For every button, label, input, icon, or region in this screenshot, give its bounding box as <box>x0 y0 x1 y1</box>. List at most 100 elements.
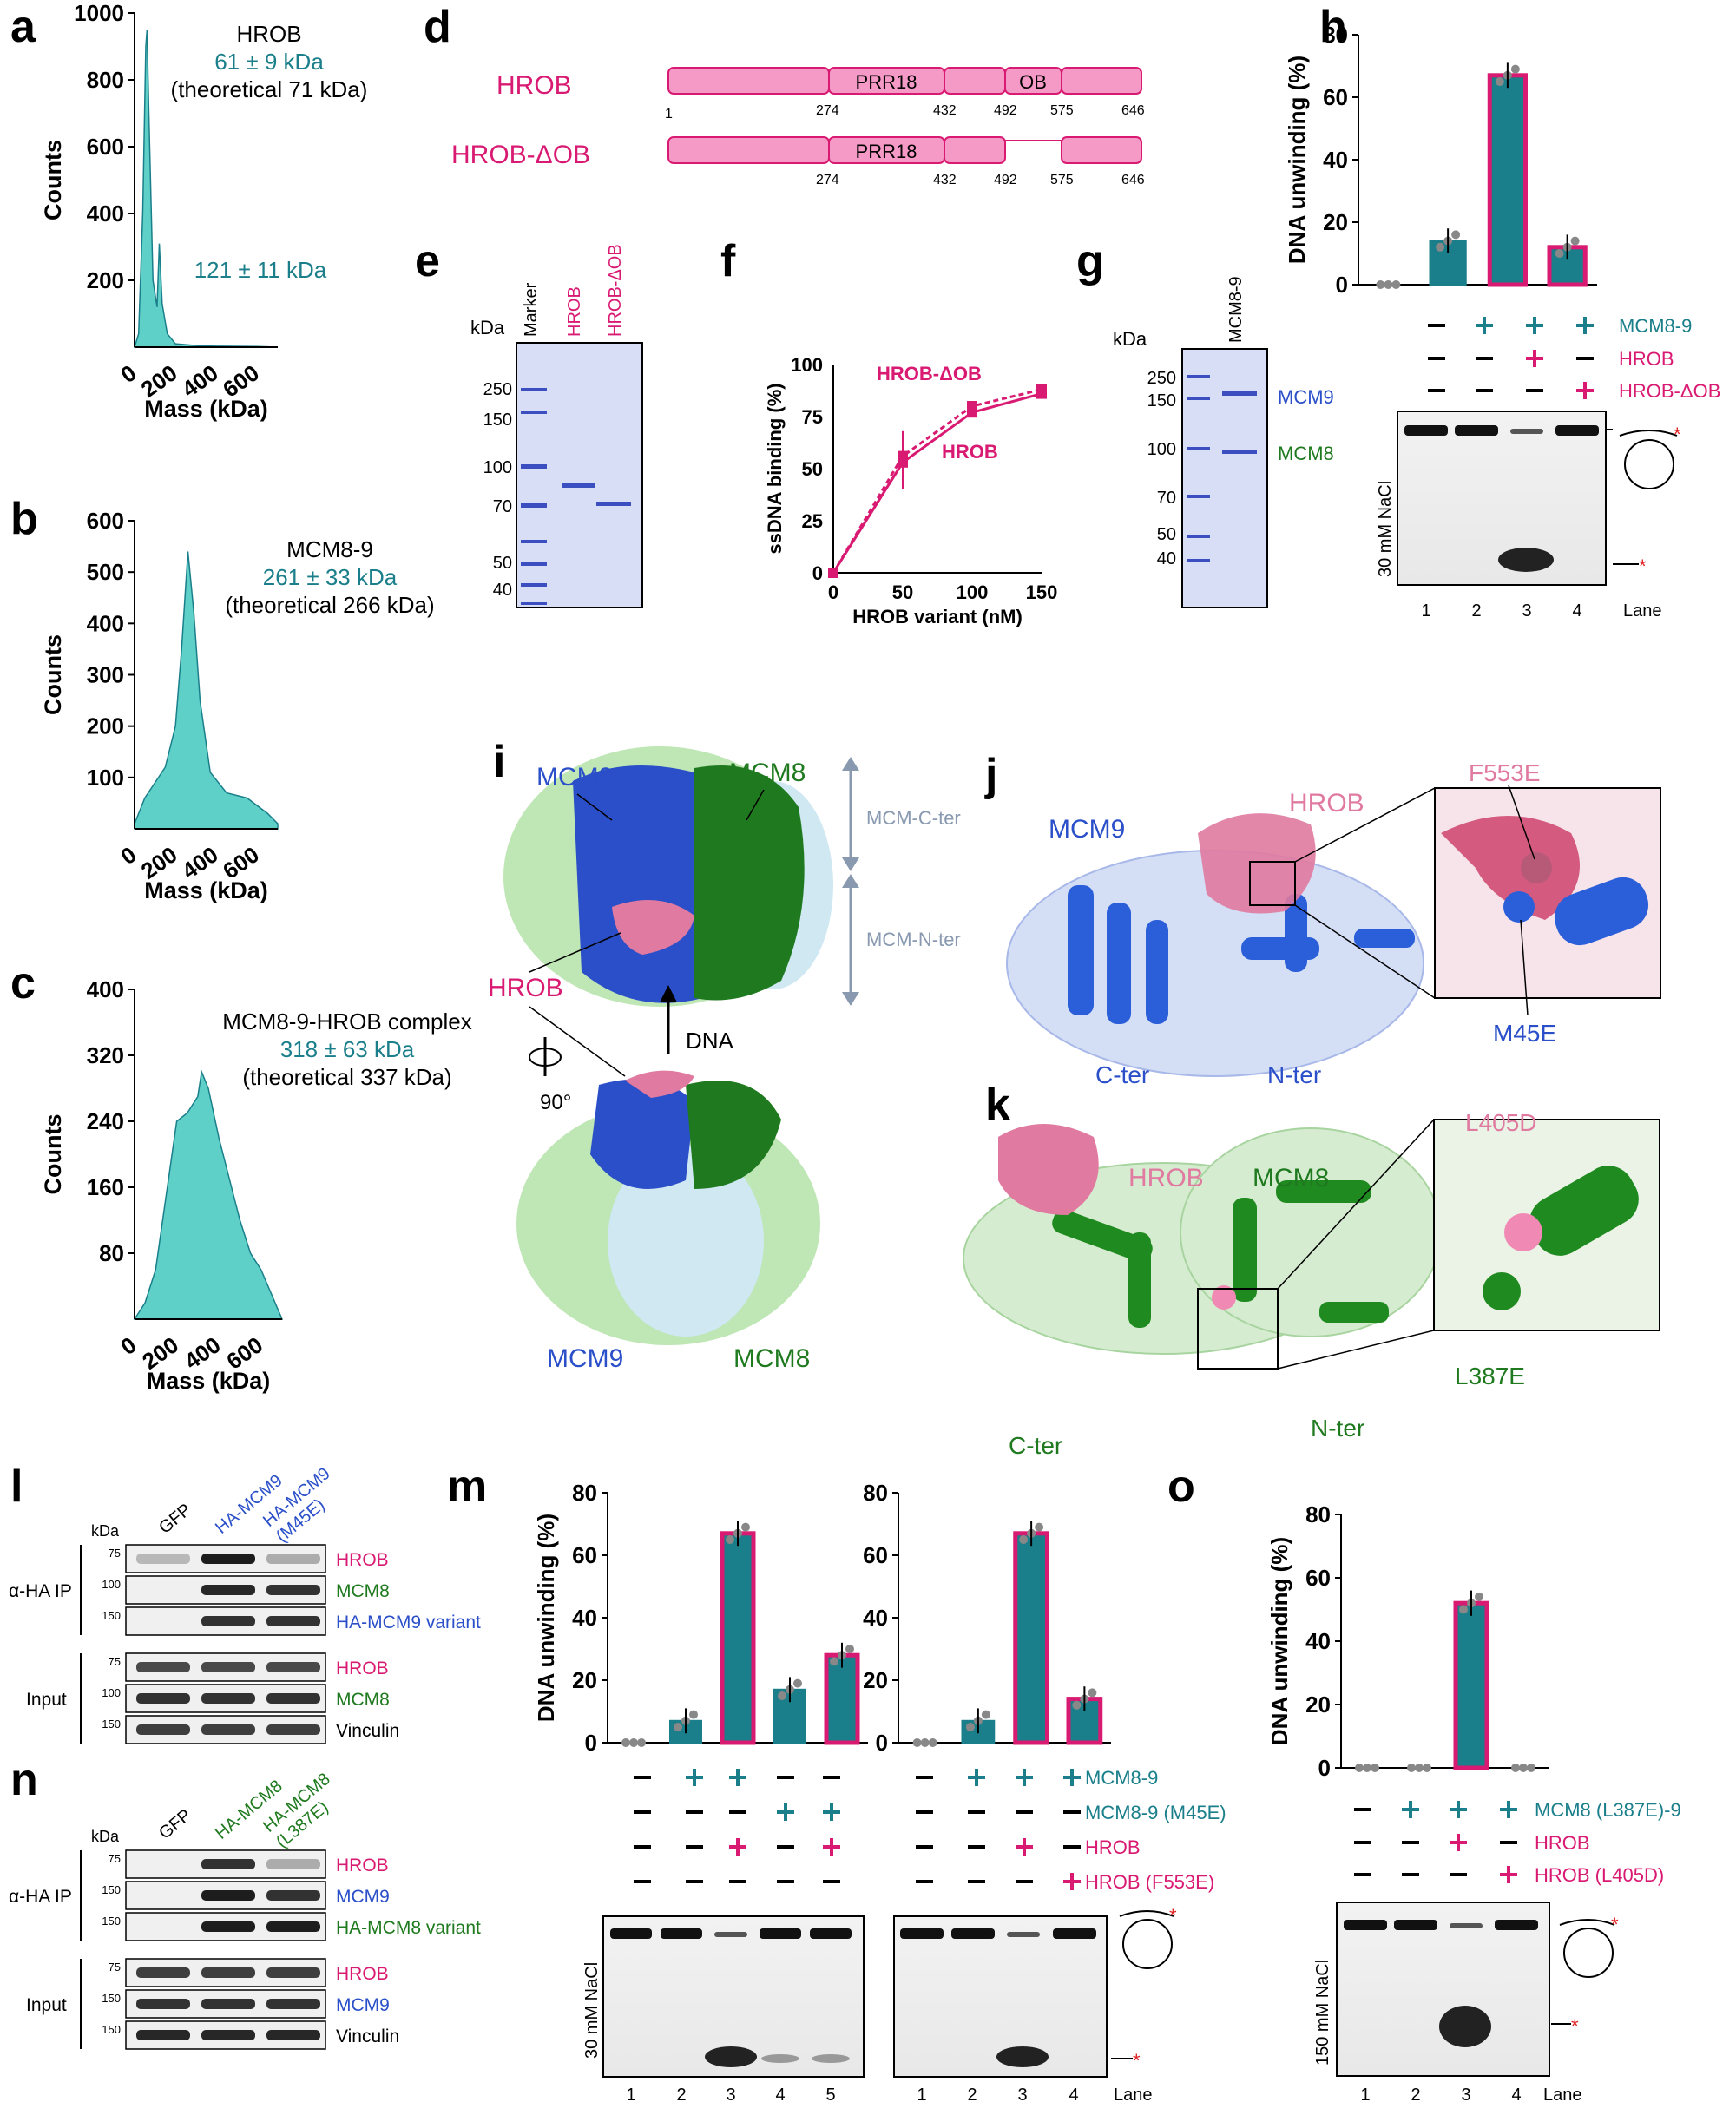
j-label-hrob: HROB <box>1289 789 1364 818</box>
b-x-label: Mass (kDa) <box>144 877 268 903</box>
e-lane-marker: Marker <box>522 282 541 337</box>
f-series-0-line <box>832 392 1042 574</box>
c-ytick-label: 80 <box>99 1240 124 1266</box>
blot-n-band <box>201 1921 255 1932</box>
g-label-mcm9: MCM9 <box>1278 386 1334 408</box>
blot-l-mw: 100 <box>102 1578 121 1591</box>
blot-l-band <box>201 1693 255 1704</box>
j-inset-hrob <box>1441 816 1580 920</box>
blot-l-mw: 150 <box>102 1609 121 1622</box>
domain2-1-274 <box>667 136 830 164</box>
panel-label-o: o <box>1167 1462 1195 1512</box>
m-table-row-label: HROB <box>1085 1836 1141 1858</box>
j-helix-3 <box>1146 920 1168 1024</box>
m2-replicate-dot <box>1072 1700 1082 1710</box>
i-label-mcm-nter: MCM-N-ter <box>866 929 961 950</box>
e-mark-150: 150 <box>483 411 512 430</box>
h-ytick-label: 40 <box>1323 147 1348 173</box>
o-replicate-dot <box>1415 1764 1424 1772</box>
a-ytick-label: 400 <box>87 200 124 227</box>
h-annealed-oligo-icon <box>1619 430 1678 437</box>
o-band-substrate-2 <box>1394 1920 1437 1930</box>
b-theoretical: (theoretical 266 kDa) <box>225 592 434 618</box>
k-helix-5 <box>1319 1302 1389 1323</box>
h-lane-1: 1 <box>1421 601 1430 621</box>
o-band-substrate-3 <box>1450 1923 1483 1928</box>
blot-n-band <box>266 1890 320 1901</box>
blot-n-row-label: HROB <box>336 1964 389 1984</box>
k-label-l405d: L405D <box>1465 1109 1537 1136</box>
m1-replicate-dot <box>629 1738 638 1747</box>
f-series-1-point <box>828 568 838 578</box>
m2-replicate-dot <box>1035 1522 1044 1532</box>
m2-ytick-label: 60 <box>863 1542 888 1568</box>
panel-label-f: f <box>720 236 736 286</box>
panel-label-g: g <box>1076 236 1104 286</box>
blot-n-row-label: MCM9 <box>336 1995 390 2015</box>
o-circular-substrate-icon <box>1563 1928 1614 1978</box>
f-x-label: HROB variant (nM) <box>852 606 1023 627</box>
b-ytick-label: 200 <box>87 713 124 739</box>
c-x-label: Mass (kDa) <box>147 1368 271 1394</box>
m2-replicate-dot <box>912 1738 922 1747</box>
m1-ytick-label: 60 <box>572 1542 597 1568</box>
e-gel-frame <box>516 342 643 608</box>
h-label-star-icon: * <box>1674 424 1681 445</box>
j-zoom-line-bottom <box>1294 904 1436 999</box>
m-gel-2 <box>893 1915 1108 2078</box>
k-zoom-line-bottom <box>1277 1330 1435 1370</box>
m-table-row-label: MCM8-9 <box>1085 1767 1158 1789</box>
g-marker-bands <box>1187 375 1210 562</box>
h-ytick-label: 0 <box>1336 272 1348 298</box>
j-pointer-f553e <box>1508 785 1535 860</box>
m-condition-table: MCM8-9 MCM8-9 (M45E) HROB HROB (F553E) <box>634 1767 1226 1893</box>
o-band-substrate-1 <box>1344 1920 1387 1930</box>
j-label-m45e: M45E <box>1493 1020 1556 1047</box>
g-lane-mcm89: MCM8-9 <box>1226 276 1246 343</box>
blot-n-band <box>201 1967 255 1978</box>
blot-l-band <box>136 1693 190 1704</box>
c-ytick-label: 240 <box>87 1108 124 1134</box>
m-lane1-3: 3 <box>726 2086 735 2102</box>
blot-n-strip <box>125 1912 326 1941</box>
m-lane1-2: 2 <box>676 2086 686 2102</box>
f-ytick-label: 75 <box>802 406 823 428</box>
o-lane-2: 2 <box>1410 2086 1420 2102</box>
k-inset-helix <box>1529 1166 1639 1256</box>
m1-replicate-dot <box>637 1738 646 1747</box>
blot-n-mw: 150 <box>102 2023 121 2036</box>
hrob-row-label: HROB <box>496 71 572 100</box>
e-marker-bands <box>521 388 547 605</box>
blot-l-row-label: MCM8 <box>336 1581 390 1601</box>
k-label-hrob: HROB <box>1128 1164 1204 1192</box>
o-lane-4: 4 <box>1511 2086 1521 2102</box>
j-helix-5 <box>1285 894 1307 972</box>
k-helix-1 <box>1052 1209 1153 1263</box>
o-label-star-icon: * <box>1611 1914 1619 1935</box>
blot-n-input-label: Input <box>26 1995 67 2015</box>
m-lane2-4: 4 <box>1069 2086 1078 2102</box>
j-helix-1 <box>1068 885 1094 1015</box>
m-lane1-1: 1 <box>626 2086 635 2102</box>
m-circular-substrate-icon <box>1122 1919 1173 1969</box>
g-mark-100: 100 <box>1147 440 1176 459</box>
i-nter-arrowhead-up-icon <box>842 874 859 888</box>
blot-n-ip-label: α-HA IP <box>9 1887 72 1907</box>
blot-n-band <box>136 2030 190 2040</box>
m-lane-word: Lane <box>1114 2086 1153 2102</box>
num-646: 646 <box>1121 103 1145 118</box>
g-mark-70: 70 <box>1157 489 1176 508</box>
o-band-substrate-4 <box>1495 1920 1538 1930</box>
o-replicate-dot <box>1511 1764 1520 1772</box>
num2-274: 274 <box>816 173 839 187</box>
domain2-575-646 <box>1061 136 1142 164</box>
o-ytick-label: 20 <box>1305 1691 1331 1718</box>
h-replicate-dot <box>1436 242 1445 252</box>
h-replicate-dot <box>1376 280 1385 289</box>
m1-replicate-dot <box>845 1645 854 1653</box>
k-helix-3 <box>1233 1198 1257 1302</box>
blot-l-band <box>266 1554 320 1564</box>
i-pointer-hrob <box>529 932 621 973</box>
a-histogram-area <box>133 30 279 348</box>
